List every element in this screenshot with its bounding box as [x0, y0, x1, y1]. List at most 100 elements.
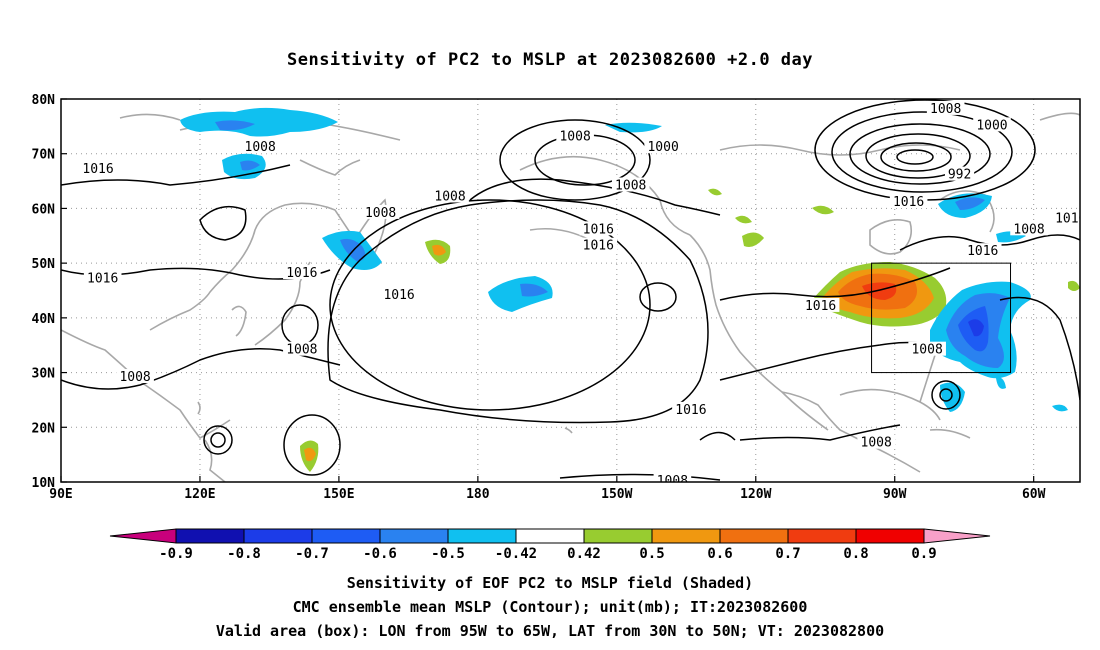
- shade-negative: [215, 120, 255, 131]
- y-axis: 10N 20N 30N 40N 50N 60N 70N 80N: [32, 93, 67, 491]
- shade-positive: [304, 447, 316, 462]
- x-tick-label: 150W: [601, 487, 632, 502]
- contour-label: 1016: [87, 272, 118, 287]
- colorbar-box: [855, 528, 925, 544]
- contour-line: [939, 388, 953, 402]
- colorbar-label: 0.42: [567, 546, 601, 562]
- map-title: Sensitivity of PC2 to MSLP at 2023082600…: [286, 50, 813, 70]
- contour-label-bg: [611, 177, 650, 192]
- contour-label-bg: [908, 341, 946, 356]
- shade-positive: [1068, 280, 1080, 291]
- contour-label: 1008: [615, 179, 646, 194]
- valid-area-box: [871, 262, 1012, 374]
- x-tick-label: 150E: [323, 487, 354, 502]
- shade-positive: [862, 282, 897, 300]
- contour-label: 1008: [911, 343, 942, 358]
- y-tick-label: 10N: [32, 476, 56, 491]
- contour-line: [880, 142, 952, 172]
- colorbar-label: 0.5: [639, 546, 664, 562]
- contour-label-bg: [283, 341, 321, 356]
- contour-line: [203, 425, 233, 455]
- contour-line: [699, 431, 736, 441]
- contour-label-bg: [431, 188, 469, 203]
- contour-label: 1016: [286, 266, 317, 281]
- contour-line: [896, 149, 934, 165]
- colorbar-label: 0.7: [775, 546, 800, 562]
- contour-label: 1016: [967, 244, 998, 259]
- contour-label: 1008: [559, 129, 590, 144]
- contour-label: 1008: [286, 343, 317, 358]
- y-tick-label: 40N: [32, 312, 56, 327]
- contour-label-bg: [963, 243, 1002, 258]
- contour-label: 1016: [1055, 211, 1086, 226]
- contour-line: [639, 282, 677, 312]
- contour-line: [329, 199, 651, 411]
- contour-label: 1008: [245, 140, 276, 155]
- colorbar-box: [651, 528, 721, 544]
- shade-negative: [955, 197, 985, 210]
- contour-label: 1008: [434, 189, 465, 204]
- contour-label-bg: [241, 139, 279, 154]
- coastlines: [61, 112, 1080, 482]
- contour-line: [719, 341, 936, 381]
- colorbar-label: -0.42: [495, 546, 537, 562]
- contour-label-bg: [644, 139, 682, 154]
- contour-line: [849, 123, 991, 185]
- plot-border: [60, 98, 1081, 483]
- x-tick-label: 90W: [883, 487, 907, 502]
- contour-label: 1000: [976, 118, 1007, 133]
- contour-label-bg: [857, 434, 895, 449]
- contour-label: 1016: [583, 222, 614, 237]
- contour-label-bg: [672, 401, 710, 416]
- contour-label: 1000: [647, 140, 678, 155]
- colorbar-label: 0.6: [707, 546, 732, 562]
- mslp-contours: [61, 99, 1080, 481]
- contour-label-bg: [1051, 210, 1080, 225]
- contour-label: 1008: [930, 102, 961, 117]
- colorbar-label: 0.8: [843, 546, 868, 562]
- colorbar-box: [787, 528, 857, 544]
- contour-line: [559, 473, 721, 481]
- sensitivity-shading: [180, 107, 1080, 472]
- caption-shaded: Sensitivity of EOF PC2 to MSLP field (Sh…: [346, 574, 754, 592]
- contour-label-bg: [579, 237, 618, 252]
- contour-label: 1008: [657, 474, 688, 489]
- colorbar-box: [379, 528, 449, 544]
- shade-positive: [812, 205, 834, 215]
- contour-label: 1016: [805, 299, 836, 314]
- contour-line: [831, 111, 1013, 193]
- contour-label: 1008: [1013, 222, 1044, 237]
- caption-contour: CMC ensemble mean MSLP (Contour); unit(m…: [292, 598, 808, 616]
- shade-negative: [605, 122, 662, 133]
- colorbar-label: -0.5: [431, 546, 465, 562]
- contour-label-bg: [556, 128, 594, 143]
- y-tick-label: 80N: [32, 93, 56, 108]
- x-tick-label: 90E: [49, 487, 72, 502]
- colorbar-over-triangle: [923, 528, 991, 544]
- colorbar-label: -0.6: [363, 546, 397, 562]
- shade-negative: [968, 319, 984, 337]
- contour-line: [865, 133, 971, 179]
- contour-label-bg: [116, 369, 154, 384]
- colorbar-box: [583, 528, 653, 544]
- y-tick-label: 30N: [32, 367, 56, 382]
- contour-label-bg: [973, 117, 1011, 132]
- shade-negative: [520, 283, 548, 297]
- contour-line: [283, 414, 341, 476]
- contour-label: 1008: [119, 370, 150, 385]
- contour-label-bg: [579, 221, 618, 236]
- contour-label-bg: [801, 297, 840, 312]
- contour-label-bg: [653, 473, 692, 482]
- contour-line: [327, 199, 709, 424]
- y-tick-label: 70N: [32, 148, 56, 163]
- colorbar-box: [311, 528, 381, 544]
- colorbar: -0.9 -0.8 -0.7 -0.6 -0.5 -0.42 0.42 0.5 0.6 0.7 0.…: [109, 528, 991, 562]
- shade-positive: [735, 215, 752, 224]
- x-tick-label: 60W: [1022, 487, 1046, 502]
- colorbar-box: [515, 528, 585, 544]
- contour-line: [719, 267, 951, 301]
- colorbar-box: [175, 528, 245, 544]
- contour-label-bg: [944, 166, 975, 181]
- contour-label: 1016: [675, 403, 706, 418]
- shade-negative: [180, 107, 338, 137]
